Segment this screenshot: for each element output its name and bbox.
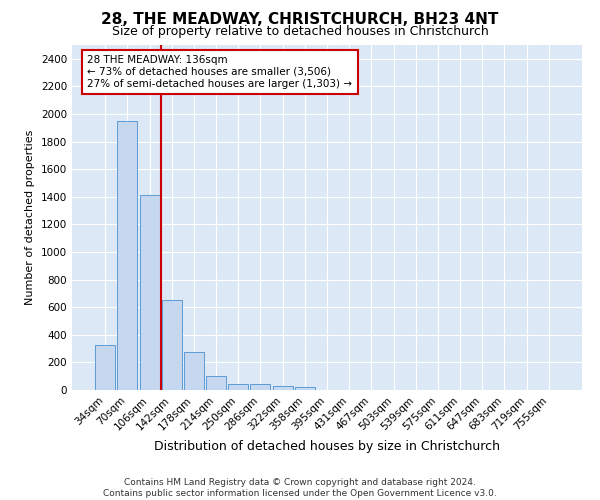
Bar [250, 384, 271, 390]
Bar [118, 121, 137, 390]
Bar [95, 345, 115, 390]
Bar [184, 352, 204, 390]
Bar [272, 386, 293, 390]
Text: 28, THE MEADWAY, CHRISTCHURCH, BH23 4NT: 28, THE MEADWAY, CHRISTCHURCH, BH23 4NT [101, 12, 499, 28]
Y-axis label: Number of detached properties: Number of detached properties [25, 130, 35, 305]
Text: Size of property relative to detached houses in Christchurch: Size of property relative to detached ho… [112, 25, 488, 38]
Bar [162, 300, 182, 390]
Bar [206, 376, 226, 390]
Bar [295, 387, 315, 390]
Text: 28 THE MEADWAY: 136sqm
← 73% of detached houses are smaller (3,506)
27% of semi-: 28 THE MEADWAY: 136sqm ← 73% of detached… [88, 56, 352, 88]
X-axis label: Distribution of detached houses by size in Christchurch: Distribution of detached houses by size … [154, 440, 500, 453]
Text: Contains HM Land Registry data © Crown copyright and database right 2024.
Contai: Contains HM Land Registry data © Crown c… [103, 478, 497, 498]
Bar [140, 196, 160, 390]
Bar [228, 384, 248, 390]
